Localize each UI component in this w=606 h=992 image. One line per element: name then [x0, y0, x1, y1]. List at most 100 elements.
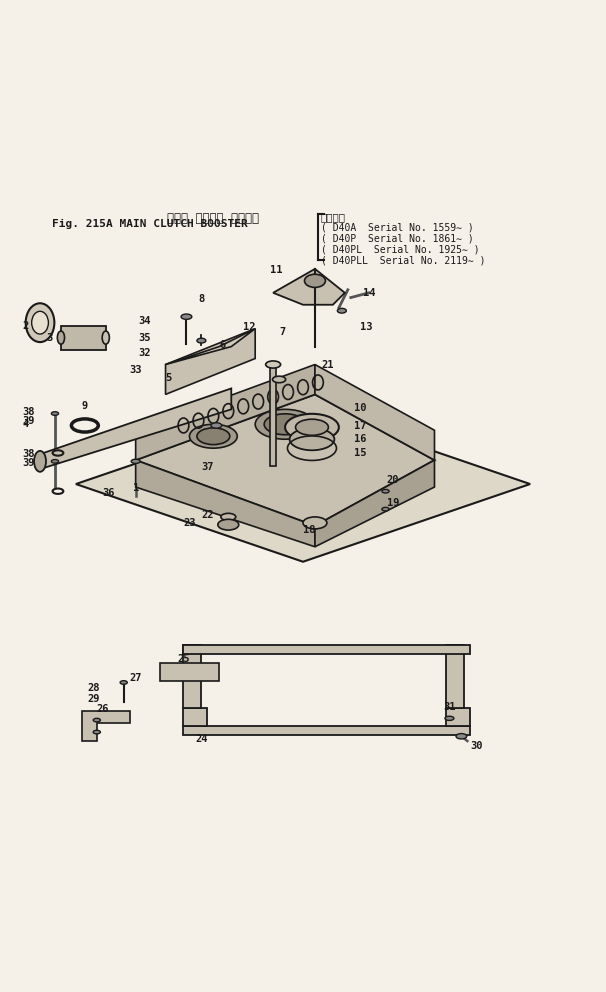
Text: 6: 6 — [219, 340, 225, 350]
Text: Fig. 215A MAIN CLUTCH BOOSTER: Fig. 215A MAIN CLUTCH BOOSTER — [52, 219, 248, 229]
Ellipse shape — [273, 376, 285, 383]
Text: 20: 20 — [387, 475, 399, 485]
Text: 32: 32 — [139, 347, 151, 357]
Text: 29: 29 — [88, 694, 101, 704]
Text: 38: 38 — [22, 408, 35, 418]
Text: 25: 25 — [178, 654, 190, 664]
Text: 10: 10 — [354, 403, 366, 413]
Ellipse shape — [181, 314, 192, 319]
Text: 19: 19 — [387, 498, 399, 508]
Text: 39: 39 — [22, 458, 35, 468]
Text: 9: 9 — [82, 402, 88, 412]
Polygon shape — [315, 364, 435, 460]
Polygon shape — [447, 708, 470, 726]
Polygon shape — [82, 711, 130, 741]
Ellipse shape — [382, 507, 389, 511]
Polygon shape — [61, 325, 106, 349]
Ellipse shape — [32, 311, 48, 334]
Polygon shape — [136, 460, 315, 547]
Polygon shape — [184, 646, 470, 655]
Ellipse shape — [304, 274, 325, 288]
Ellipse shape — [211, 423, 222, 429]
Text: 12: 12 — [243, 321, 256, 332]
Ellipse shape — [34, 451, 46, 472]
Polygon shape — [165, 328, 255, 364]
Ellipse shape — [445, 716, 454, 720]
Ellipse shape — [303, 517, 327, 529]
Ellipse shape — [265, 361, 281, 368]
Ellipse shape — [52, 412, 59, 416]
Ellipse shape — [290, 429, 335, 450]
Polygon shape — [273, 269, 345, 305]
Text: 15: 15 — [354, 448, 366, 458]
Ellipse shape — [197, 428, 230, 444]
Text: 24: 24 — [195, 734, 208, 744]
Text: ( D40PL  Serial No. 1925∼ ): ( D40PL Serial No. 1925∼ ) — [321, 244, 479, 254]
Polygon shape — [447, 646, 464, 708]
Polygon shape — [315, 460, 435, 547]
Polygon shape — [76, 407, 530, 561]
Ellipse shape — [218, 519, 239, 530]
Text: 14: 14 — [363, 288, 375, 298]
Text: 35: 35 — [139, 332, 151, 342]
Text: ( D40PLL  Serial No. 2119∼ ): ( D40PLL Serial No. 2119∼ ) — [321, 255, 485, 265]
Text: 16: 16 — [354, 434, 366, 444]
Text: 8: 8 — [198, 294, 205, 304]
Ellipse shape — [25, 304, 55, 342]
Text: 17: 17 — [354, 421, 366, 432]
Ellipse shape — [285, 414, 339, 440]
Polygon shape — [184, 726, 470, 735]
Polygon shape — [136, 364, 315, 460]
Polygon shape — [184, 646, 201, 708]
Polygon shape — [184, 708, 207, 726]
Text: 2: 2 — [22, 320, 28, 330]
Ellipse shape — [102, 331, 109, 344]
Text: 3: 3 — [46, 332, 52, 342]
Ellipse shape — [58, 331, 64, 344]
Ellipse shape — [197, 338, 206, 343]
Text: メイン  クラッチ  ブースタ: メイン クラッチ ブースタ — [167, 212, 259, 225]
Ellipse shape — [52, 459, 59, 463]
Ellipse shape — [456, 733, 467, 739]
Text: 30: 30 — [470, 741, 483, 751]
Polygon shape — [270, 364, 276, 466]
Text: 5: 5 — [165, 373, 171, 383]
Ellipse shape — [190, 425, 238, 448]
Text: 38: 38 — [22, 449, 35, 459]
Text: 11: 11 — [270, 265, 282, 275]
Ellipse shape — [93, 718, 101, 722]
Text: 21: 21 — [321, 359, 333, 369]
Text: 36: 36 — [103, 488, 115, 498]
Text: 13: 13 — [360, 322, 372, 332]
Text: 適用号機: 適用号機 — [321, 212, 346, 222]
Text: 34: 34 — [139, 315, 151, 326]
Text: 4: 4 — [22, 420, 28, 430]
Text: 18: 18 — [303, 525, 316, 535]
Ellipse shape — [255, 410, 315, 439]
Polygon shape — [136, 395, 435, 526]
Text: 22: 22 — [201, 510, 214, 520]
Text: 7: 7 — [279, 326, 285, 336]
Text: 27: 27 — [130, 674, 142, 683]
Polygon shape — [159, 664, 219, 682]
Ellipse shape — [93, 730, 101, 734]
Ellipse shape — [221, 513, 236, 521]
Text: 23: 23 — [184, 518, 196, 528]
Text: 37: 37 — [201, 462, 214, 472]
Text: 39: 39 — [22, 417, 35, 427]
Ellipse shape — [264, 414, 306, 434]
Ellipse shape — [120, 681, 127, 684]
Text: 31: 31 — [444, 702, 456, 712]
Ellipse shape — [131, 459, 140, 463]
Ellipse shape — [382, 489, 389, 493]
Text: 28: 28 — [88, 683, 101, 693]
Polygon shape — [40, 389, 231, 469]
Text: ( D40A  Serial No. 1559∼ ): ( D40A Serial No. 1559∼ ) — [321, 223, 474, 233]
Ellipse shape — [296, 420, 328, 435]
Text: 1: 1 — [133, 483, 139, 493]
Text: ( D40P  Serial No. 1861∼ ): ( D40P Serial No. 1861∼ ) — [321, 234, 474, 244]
Polygon shape — [165, 328, 255, 395]
Text: 26: 26 — [97, 704, 109, 714]
Ellipse shape — [338, 309, 347, 313]
Text: 33: 33 — [130, 365, 142, 376]
